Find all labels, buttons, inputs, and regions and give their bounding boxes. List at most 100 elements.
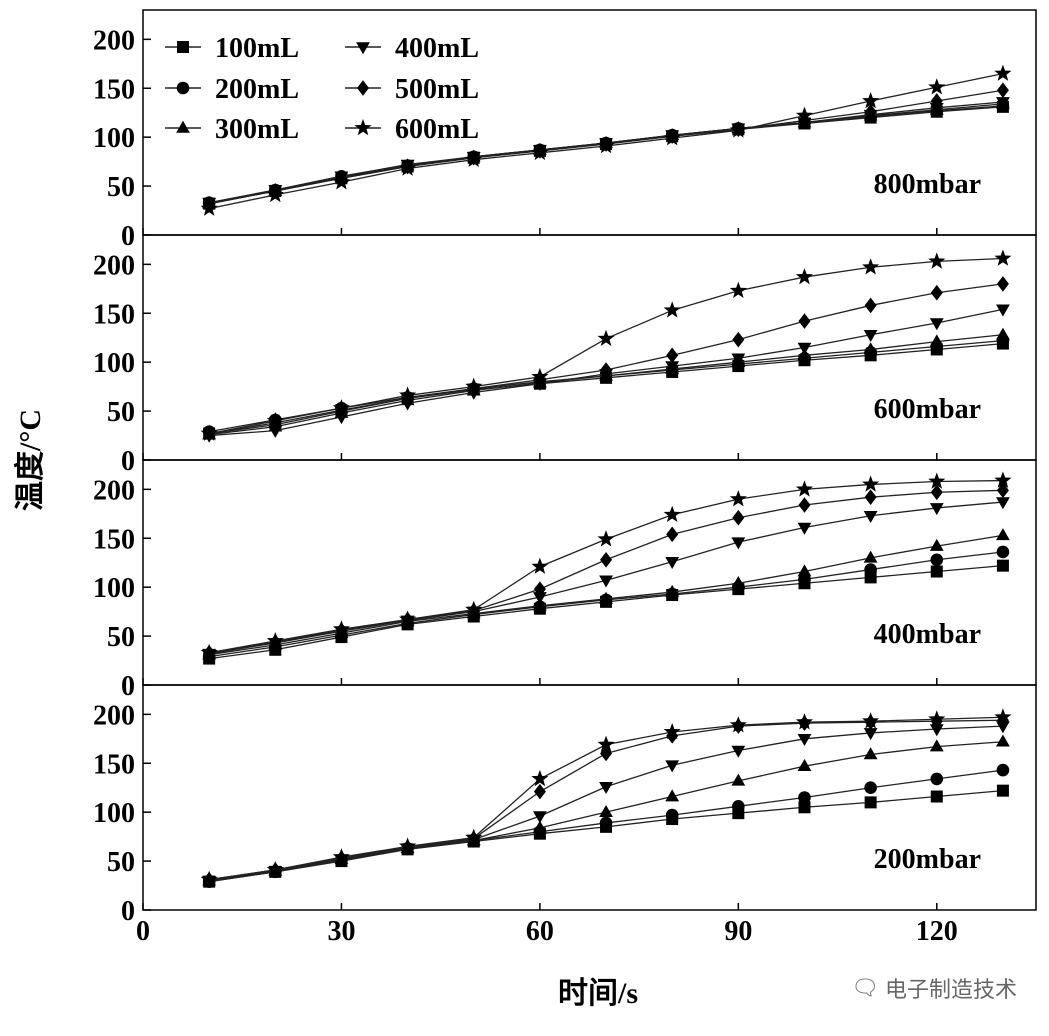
y-tick-label: 0 (121, 671, 135, 702)
data-point (996, 528, 1010, 541)
data-point (863, 342, 878, 355)
data-point (399, 159, 417, 176)
data-point (332, 173, 350, 190)
data-point (930, 772, 944, 786)
data-point (599, 816, 613, 830)
panel-label: 800mbar (874, 169, 981, 200)
data-point (996, 734, 1010, 747)
data-point (930, 484, 943, 501)
data-point (797, 758, 812, 771)
x-tick-label: 120 (916, 916, 958, 947)
legend-item-200mL: 200mL (165, 74, 299, 105)
y-tick-label: 100 (93, 123, 135, 154)
data-point (266, 860, 284, 878)
panel-600mbar: 0 50 100 150 200 600mbar (93, 234, 1037, 477)
data-point (795, 268, 814, 285)
legend-item-100mL: 100mL (165, 33, 299, 64)
data-point (930, 553, 944, 567)
y-tick-label: 150 (93, 749, 135, 780)
data-point (797, 342, 812, 355)
data-point (200, 199, 218, 216)
data-point (930, 565, 943, 578)
data-point (732, 331, 745, 348)
legend-label: 100mL (215, 33, 299, 64)
data-point (731, 353, 746, 366)
chart-panels: 0 50 100 150 200 800mbar 0 50 100 150 200 600mbar 0 5… (93, 9, 1037, 927)
data-point (729, 716, 747, 733)
data-point (797, 734, 812, 747)
data-point (994, 708, 1012, 725)
legend-marker (176, 120, 190, 133)
data-point (665, 808, 679, 822)
x-tick-label: 60 (526, 916, 554, 947)
y-tick-label: 150 (93, 74, 135, 105)
data-point (994, 64, 1012, 81)
data-point (996, 327, 1010, 340)
panel-label: 400mbar (874, 619, 981, 650)
y-tick-label: 0 (121, 896, 135, 927)
data-point (798, 497, 811, 513)
data-point (399, 837, 417, 854)
data-point (798, 791, 811, 804)
data-point (996, 82, 1009, 99)
y-tick-label: 100 (93, 573, 135, 604)
data-point (929, 724, 944, 737)
data-point (599, 781, 613, 794)
data-point (798, 801, 811, 814)
data-point (531, 143, 549, 161)
data-point (928, 78, 946, 95)
data-point (600, 551, 613, 568)
y-tick-label: 50 (107, 397, 135, 428)
data-point (795, 713, 814, 730)
data-point (930, 93, 943, 109)
data-point (795, 480, 814, 497)
wechat-icon: 🗨 (851, 975, 879, 1001)
x-axis-label: 时间/s (558, 977, 638, 1010)
data-point (864, 796, 877, 809)
x-tick-label: 0 (136, 916, 150, 947)
data-point (665, 760, 680, 773)
legend-label: 400mL (395, 33, 479, 64)
data-point (200, 870, 218, 887)
data-point (532, 811, 547, 824)
data-point (930, 284, 943, 301)
data-point (663, 505, 681, 523)
y-tick-label: 50 (107, 847, 135, 878)
data-point (266, 631, 284, 649)
x-tick-label: 30 (327, 916, 355, 947)
panel-label: 600mbar (874, 394, 981, 425)
data-point (863, 550, 878, 563)
data-point (532, 820, 547, 833)
data-point (996, 545, 1010, 559)
data-point (863, 329, 878, 342)
data-point (266, 411, 284, 429)
data-point (663, 301, 681, 318)
panel-400mbar: 0 50 100 150 200 400mbar (93, 459, 1037, 702)
data-point (729, 490, 747, 507)
data-point (269, 416, 282, 433)
data-point (929, 334, 944, 347)
data-point (864, 563, 877, 576)
data-point (729, 121, 747, 138)
data-point (929, 503, 944, 516)
data-point (399, 610, 417, 627)
legend-marker (176, 81, 190, 95)
data-point (465, 377, 483, 394)
data-point (332, 848, 350, 865)
data-point (731, 773, 746, 786)
data-point (862, 258, 880, 275)
legend-marker (357, 80, 369, 96)
data-point (663, 722, 681, 740)
data-point (600, 745, 613, 762)
data-point (731, 576, 746, 589)
data-point (597, 735, 615, 752)
data-point (665, 584, 680, 597)
data-point (731, 745, 746, 758)
data-point (929, 538, 944, 551)
y-axis-label: 温度/°C (14, 409, 47, 511)
data-point (862, 712, 880, 729)
y-tick-label: 200 (93, 700, 135, 731)
data-point (930, 790, 943, 803)
data-point (797, 564, 812, 577)
data-point (465, 150, 483, 167)
